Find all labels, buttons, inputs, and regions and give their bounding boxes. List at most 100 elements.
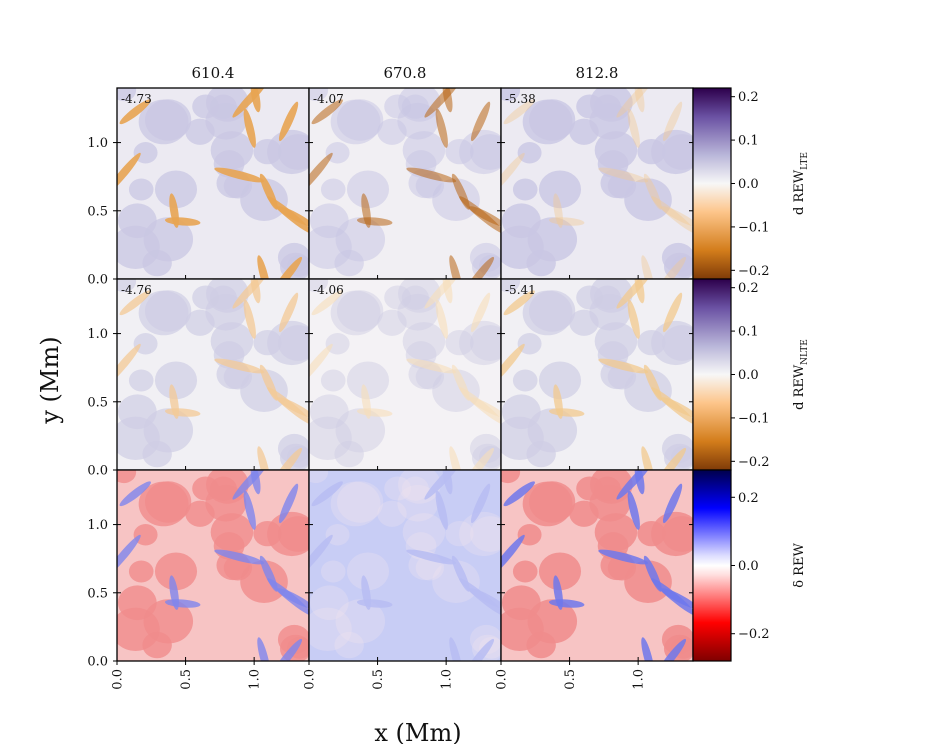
granule-cell	[133, 142, 158, 164]
intergranular-lane	[232, 470, 271, 500]
intergranular-lane	[232, 279, 271, 309]
intergranular-lane	[548, 408, 585, 417]
x-tick-label: 0.0	[111, 669, 126, 690]
heatmap-panel-r1-c3	[501, 88, 693, 279]
intergranular-lane	[548, 599, 585, 608]
granule-cell	[624, 369, 672, 413]
intergranular-lane	[553, 193, 563, 228]
intergranular-lane	[424, 88, 463, 118]
intergranular-lane	[117, 152, 141, 196]
granule-cell	[277, 433, 309, 464]
y-tick-label: 0.0	[87, 655, 108, 670]
granule-cell	[501, 279, 521, 293]
granule-cell	[154, 361, 198, 400]
granule-cell	[470, 516, 501, 552]
heatmap-panel-r3-c3	[501, 470, 693, 661]
intergranular-lane	[449, 255, 463, 279]
x-tick-label: 0.0	[303, 669, 318, 690]
granule-cell	[445, 520, 474, 547]
intergranular-lane	[257, 255, 271, 279]
colorbar-label: d REWNLTE	[792, 339, 810, 410]
intergranular-lane	[119, 290, 151, 316]
intergranular-lane	[267, 387, 309, 425]
intergranular-lane	[449, 446, 463, 470]
colorbar-tick-label: 0.1	[738, 134, 759, 149]
granule-cell	[128, 369, 154, 392]
granule-cell	[309, 279, 329, 293]
x-tick-label: 1.0	[440, 669, 455, 690]
granule-cell	[662, 516, 693, 552]
granule-cell	[501, 470, 521, 484]
intergranular-lane	[119, 99, 151, 125]
granule-cell	[526, 440, 556, 468]
granule-cell	[325, 524, 350, 546]
granule-cell	[501, 203, 541, 239]
granule-cell	[538, 170, 582, 209]
heatmap-panel-r3-c1	[117, 470, 309, 661]
granule-cell	[309, 585, 349, 621]
granule-cell	[309, 394, 349, 430]
intergranular-lane	[656, 447, 687, 470]
granule-cell	[117, 585, 157, 621]
intergranular-lane	[257, 637, 271, 661]
granule-cell	[330, 481, 381, 527]
intergranular-lane	[449, 637, 463, 661]
column-title: 670.8	[384, 64, 427, 82]
y-tick-label: 0.5	[87, 586, 108, 601]
intergranular-lane	[459, 387, 501, 425]
granule-cell	[517, 333, 542, 355]
x-tick-label: 0.5	[179, 669, 194, 690]
colorbar-row-1: 0.2 0.1 0.0 −0.1 −0.2 d REWLTE	[692, 87, 810, 280]
granule-cell	[334, 631, 364, 659]
heatmap-panel-r2-c3	[501, 279, 693, 470]
granule-cell	[277, 624, 309, 655]
granule-cell	[117, 470, 137, 484]
granule-cell	[185, 309, 215, 336]
intergranular-lane	[117, 534, 141, 578]
intergranular-lane	[651, 387, 693, 425]
y-tick-label: 0.5	[87, 395, 108, 410]
intergranular-lane	[662, 483, 683, 524]
colorbar-tick-label: −0.2	[738, 264, 770, 279]
intergranular-lane	[435, 299, 448, 339]
heatmap-panel-r2-c2	[309, 279, 501, 470]
intergranular-lane	[661, 206, 693, 227]
intergranular-lane	[501, 534, 525, 578]
granule-cell	[501, 585, 541, 621]
granule-cell	[384, 476, 412, 501]
granule-cell	[117, 279, 137, 293]
granule-cell	[117, 203, 157, 239]
granule-cell	[154, 552, 198, 591]
intergranular-lane	[435, 490, 448, 530]
intergranular-lane	[503, 99, 535, 125]
granule-cell	[240, 560, 288, 604]
granule-cell	[334, 440, 364, 468]
intergranular-lane	[356, 408, 393, 417]
x-tick-label: 0.5	[563, 669, 578, 690]
intergranular-lane	[267, 196, 309, 234]
intergranular-lane	[598, 549, 649, 565]
granule-cell	[133, 333, 158, 355]
granule-cell	[501, 394, 541, 430]
intergranular-lane	[470, 483, 491, 524]
intergranular-lane	[464, 447, 495, 470]
intergranular-lane	[503, 481, 535, 507]
granule-cell	[277, 242, 309, 273]
intergranular-lane	[214, 549, 265, 565]
granule-cell	[309, 470, 329, 484]
colorbar-tick-label: 0.0	[738, 559, 759, 574]
colorbar-row-2: 0.2 0.1 0.0 −0.1 −0.2 d REWNLTE	[692, 278, 810, 471]
granule-cell	[117, 88, 137, 102]
granule-cell	[185, 500, 215, 527]
granule-cell	[402, 513, 446, 552]
intergranular-lane	[641, 446, 655, 470]
intergranular-lane	[406, 167, 457, 183]
granule-cell	[142, 631, 172, 659]
granule-cell	[662, 134, 693, 170]
intergranular-lane	[435, 108, 448, 148]
intergranular-lane	[272, 638, 303, 661]
granule-cell	[401, 476, 429, 501]
colorbar-tick-label: 0.2	[738, 90, 759, 105]
intergranular-lane	[641, 255, 655, 279]
granule-cell	[501, 88, 521, 102]
